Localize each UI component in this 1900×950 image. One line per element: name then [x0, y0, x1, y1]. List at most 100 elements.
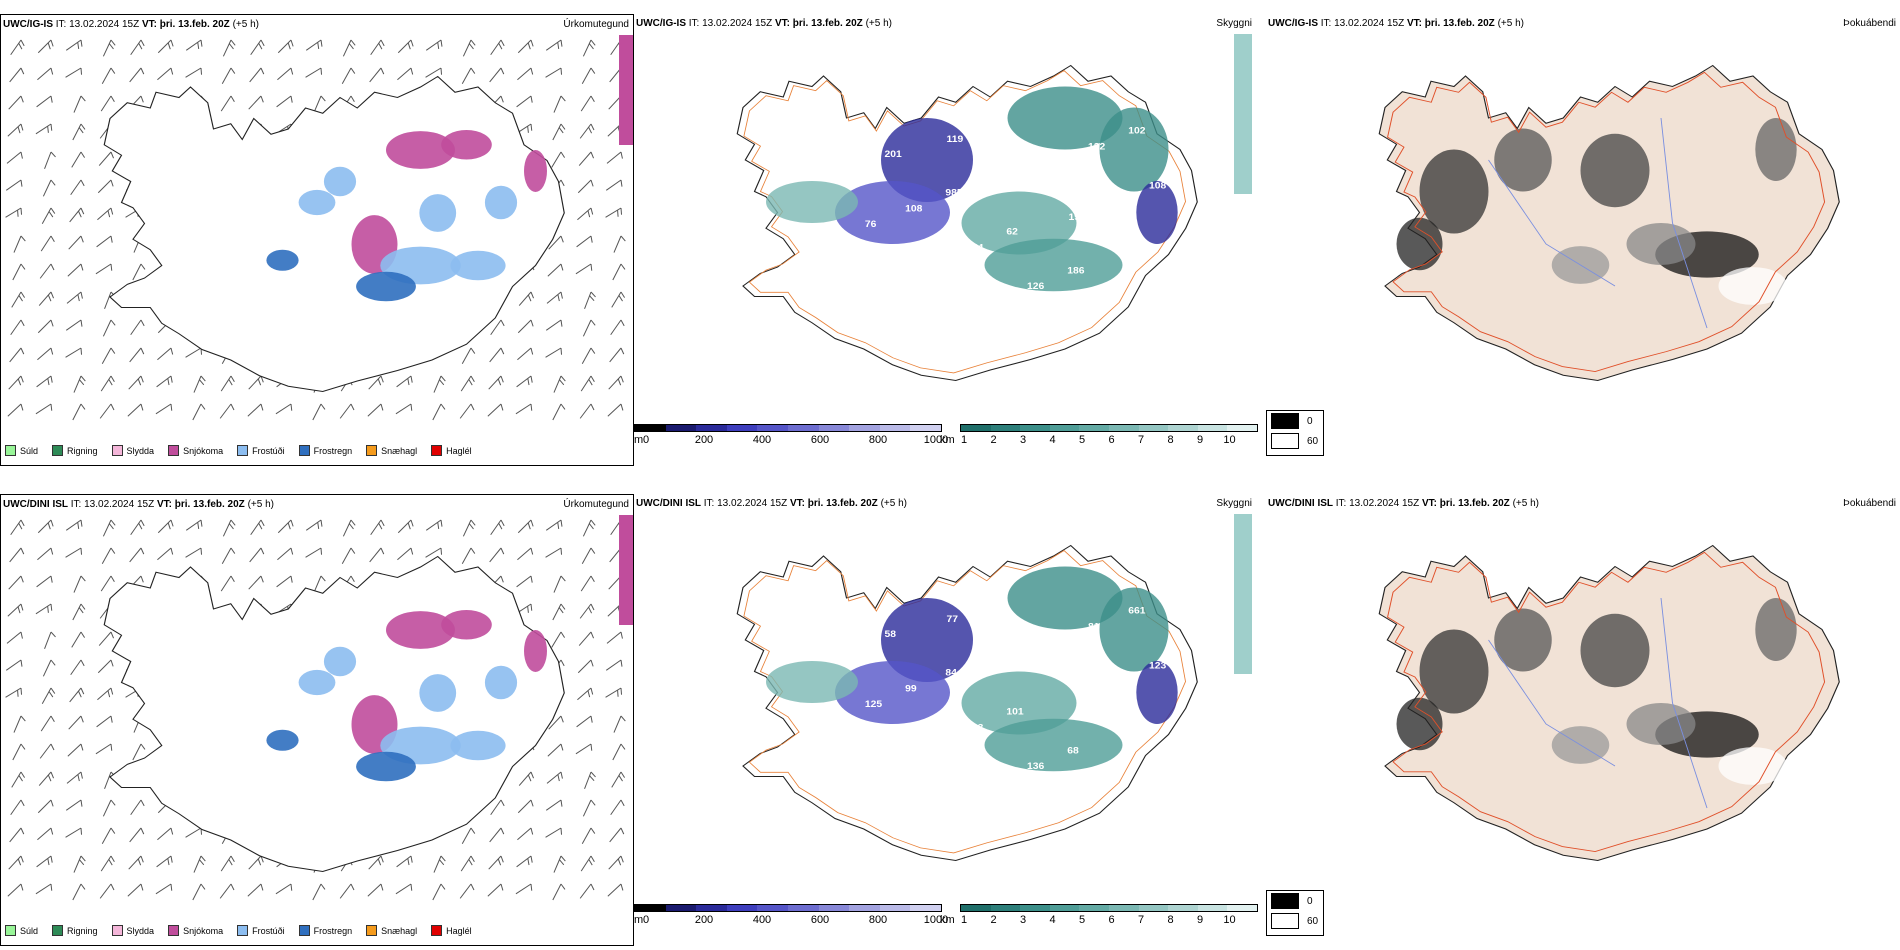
header-it-label: IT:: [1335, 498, 1347, 509]
fog-area: [1718, 267, 1788, 305]
wind-barb: [553, 95, 566, 113]
visibility-area: [881, 118, 973, 202]
precip-type-panel: Úrkomutegund UWC/IG-IS IT: 13.02.2024 15Z…: [0, 14, 634, 466]
wind-barb: [157, 67, 174, 81]
precip-legend: Súld Rigning Slydda Snjókoma Frostúði Frostre…: [5, 445, 482, 456]
precip-area: [356, 751, 416, 782]
colorbar-tick: 9: [1196, 914, 1204, 926]
visibility-value-label: 19: [1068, 212, 1080, 222]
colorbar-tick: 10: [1223, 914, 1236, 926]
wind-barb: [36, 575, 53, 588]
wind-barb: [582, 319, 596, 337]
wind-barb: [101, 827, 116, 844]
visibility-value-label: 63: [825, 715, 837, 725]
visibility-panel: 188 58 84 101 68 661 105 99 103 136 81 123 125 90 79 98…: [634, 494, 1264, 944]
header-offset: (+5 h): [865, 18, 892, 29]
wind-barb: [488, 375, 504, 390]
wind-barb: [396, 375, 413, 388]
visibility-value-label: 201: [884, 149, 902, 159]
visibility-value-label: 119: [947, 135, 964, 145]
wind-barb: [613, 235, 626, 253]
wind-barb: [65, 827, 83, 838]
wind-barb: [69, 687, 85, 703]
header-vt-label: VT:: [1406, 18, 1422, 29]
precip-legend: Súld Rigning Slydda Snjókoma Frostúði Frostre…: [5, 925, 482, 936]
colorbar-tick: 3: [1019, 434, 1027, 446]
wind-barb: [222, 519, 236, 537]
legend-label: Snæhagl: [381, 925, 418, 936]
wind-barb: [608, 855, 624, 870]
legend-label: Súld: [20, 445, 39, 456]
wind-barb: [607, 403, 624, 417]
wind-barb: [73, 855, 86, 873]
wind-barb: [10, 799, 25, 816]
wind-barb: [305, 39, 323, 51]
wind-barb: [342, 519, 356, 537]
wind-barb: [433, 375, 446, 393]
wind-barb: [37, 67, 54, 81]
wind-barb: [517, 319, 534, 334]
wind-barb: [9, 67, 25, 83]
wind-barb: [71, 151, 86, 168]
wind-barb: [72, 883, 86, 901]
header-it-value: 13.02.2024 15Z: [69, 19, 140, 30]
wind-barb: [578, 631, 595, 646]
visibility-value-label: 68: [1067, 746, 1079, 756]
wind-barb: [157, 547, 174, 561]
colorbar-step: [726, 905, 758, 911]
wind-barb: [222, 39, 236, 57]
wind-barb: [7, 883, 24, 897]
colorbar-step: [910, 425, 941, 431]
header-vt-label: VT:: [156, 499, 172, 510]
colorbar-tick: 5: [1078, 434, 1086, 446]
wind-barb: [156, 375, 173, 388]
colorbar-step: [818, 425, 850, 431]
wind-barb: [65, 799, 83, 811]
wind-barb: [5, 687, 23, 698]
wind-barb: [606, 631, 623, 644]
colorbar-step: [961, 425, 991, 431]
wind-barb: [397, 67, 414, 81]
wind-barb: [193, 855, 206, 873]
fog-area: [1494, 608, 1552, 672]
wind-barb: [277, 67, 294, 81]
precip-area: [524, 630, 547, 672]
wind-barb: [517, 827, 534, 841]
wind-barb: [490, 799, 505, 816]
wind-barb: [250, 519, 265, 536]
legend-swatch: [298, 925, 310, 936]
height-colorbar: m 0 200 400 600 800 1000: [634, 424, 948, 454]
visibility-area: [766, 661, 858, 703]
wind-barb: [96, 235, 113, 248]
wind-barb: [35, 123, 53, 135]
visibility-value-label: 83: [1048, 158, 1060, 168]
panel-title: Þokuábendi: [1843, 498, 1896, 509]
wind-barb: [608, 375, 624, 390]
colorbar-tick: 2: [990, 914, 997, 926]
wind-barb: [102, 319, 116, 337]
precip-area: [450, 250, 506, 281]
wind-barb: [605, 687, 623, 698]
wind-barb: [489, 347, 505, 363]
legend-swatch: [237, 445, 249, 456]
fog-legend-swatch: [1271, 413, 1299, 429]
legend-swatch: [366, 445, 378, 456]
colorbar-step: [1020, 425, 1050, 431]
wind-barb: [517, 39, 534, 54]
wind-barb: [38, 771, 55, 786]
colorbar-step: [696, 425, 727, 431]
header-offset: (+5 h): [1512, 498, 1539, 509]
visibility-area: [984, 238, 1123, 292]
wind-barb: [515, 403, 533, 415]
wind-barb: [342, 39, 356, 57]
header-offset: (+5 h): [232, 19, 259, 30]
run-header: UWC/DINI ISL IT: 13.02.2024 15Z VT: þri.…: [1268, 498, 1539, 509]
visibility-area: [1007, 86, 1123, 150]
wind-barb: [609, 347, 625, 363]
legend-item: Haglél: [431, 445, 472, 456]
colorbar-step: [1079, 905, 1109, 911]
wind-barb: [545, 827, 563, 838]
colorbar-tick: 7: [1137, 914, 1145, 926]
fog-legend-item: 60: [1267, 911, 1323, 931]
precip-area: [386, 131, 455, 169]
